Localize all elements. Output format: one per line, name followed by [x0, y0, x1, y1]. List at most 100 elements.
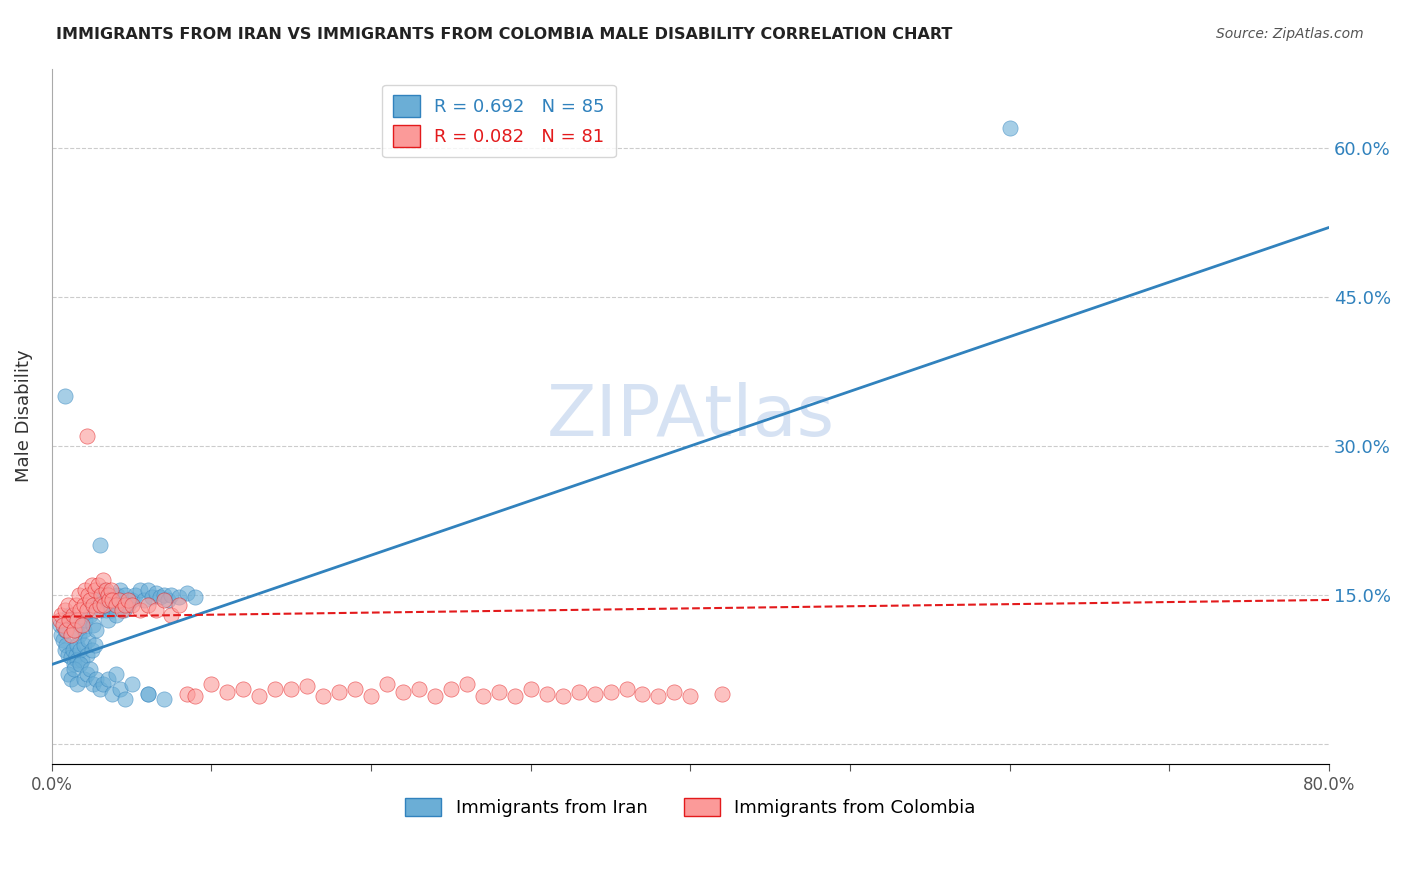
- Point: [89, 598, 111, 612]
- Point: [184, 690, 207, 704]
- Point: [121, 677, 143, 691]
- Point: [67, 588, 90, 602]
- Point: [176, 586, 198, 600]
- Point: [97, 613, 120, 627]
- Point: [66, 677, 89, 691]
- Point: [264, 682, 287, 697]
- Point: [152, 593, 174, 607]
- Point: [408, 682, 430, 697]
- Point: [141, 590, 163, 604]
- Point: [536, 687, 558, 701]
- Point: [568, 685, 591, 699]
- Text: IMMIGRANTS FROM IRAN VS IMMIGRANTS FROM COLOMBIA MALE DISABILITY CORRELATION CHA: IMMIGRANTS FROM IRAN VS IMMIGRANTS FROM …: [56, 27, 953, 42]
- Point: [679, 690, 702, 704]
- Point: [551, 690, 574, 704]
- Point: [117, 593, 139, 607]
- Point: [66, 652, 89, 666]
- Point: [90, 603, 112, 617]
- Legend: Immigrants from Iran, Immigrants from Colombia: Immigrants from Iran, Immigrants from Co…: [398, 790, 983, 824]
- Point: [107, 593, 129, 607]
- Point: [101, 687, 124, 701]
- Point: [110, 682, 132, 697]
- Point: [647, 690, 669, 704]
- Point: [599, 685, 621, 699]
- Point: [93, 598, 115, 612]
- Point: [59, 649, 82, 664]
- Point: [112, 603, 135, 617]
- Point: [82, 598, 104, 612]
- Point: [73, 598, 96, 612]
- Point: [83, 638, 105, 652]
- Point: [93, 582, 115, 597]
- Point: [90, 588, 112, 602]
- Point: [67, 628, 90, 642]
- Point: [360, 690, 382, 704]
- Text: ZIPAtlas: ZIPAtlas: [547, 382, 834, 450]
- Point: [128, 582, 150, 597]
- Point: [998, 121, 1021, 136]
- Point: [51, 628, 73, 642]
- Point: [711, 687, 734, 701]
- Point: [616, 682, 638, 697]
- Point: [312, 690, 335, 704]
- Point: [65, 648, 87, 662]
- Point: [101, 593, 124, 607]
- Point: [77, 632, 100, 647]
- Point: [59, 673, 82, 687]
- Point: [58, 613, 80, 627]
- Point: [53, 642, 76, 657]
- Point: [48, 617, 70, 632]
- Point: [80, 578, 103, 592]
- Point: [136, 687, 159, 701]
- Point: [98, 593, 121, 607]
- Point: [232, 682, 254, 697]
- Point: [114, 598, 136, 612]
- Point: [76, 667, 98, 681]
- Point: [58, 607, 80, 622]
- Point: [145, 603, 167, 617]
- Point: [62, 607, 84, 622]
- Point: [100, 582, 122, 597]
- Point: [75, 613, 97, 627]
- Point: [79, 593, 101, 607]
- Point: [70, 617, 93, 632]
- Point: [52, 632, 75, 647]
- Point: [80, 598, 103, 612]
- Point: [76, 429, 98, 443]
- Point: [105, 588, 128, 602]
- Point: [136, 582, 159, 597]
- Point: [79, 663, 101, 677]
- Point: [110, 582, 132, 597]
- Point: [73, 623, 96, 637]
- Point: [63, 623, 86, 637]
- Point: [160, 607, 183, 622]
- Point: [63, 657, 86, 672]
- Point: [664, 685, 686, 699]
- Point: [247, 690, 270, 704]
- Point: [440, 682, 463, 697]
- Point: [124, 588, 146, 602]
- Point: [82, 617, 104, 632]
- Point: [134, 593, 156, 607]
- Point: [121, 593, 143, 607]
- Point: [160, 588, 183, 602]
- Point: [169, 590, 191, 604]
- Point: [111, 603, 134, 617]
- Point: [200, 677, 222, 691]
- Point: [176, 687, 198, 701]
- Point: [89, 538, 111, 552]
- Point: [128, 603, 150, 617]
- Point: [114, 692, 136, 706]
- Point: [91, 593, 114, 607]
- Point: [76, 603, 98, 617]
- Point: [121, 598, 143, 612]
- Point: [519, 682, 541, 697]
- Point: [152, 692, 174, 706]
- Point: [86, 603, 108, 617]
- Point: [104, 598, 127, 612]
- Point: [69, 642, 91, 657]
- Point: [87, 578, 110, 592]
- Point: [101, 593, 124, 607]
- Y-axis label: Male Disability: Male Disability: [15, 350, 32, 483]
- Point: [79, 607, 101, 622]
